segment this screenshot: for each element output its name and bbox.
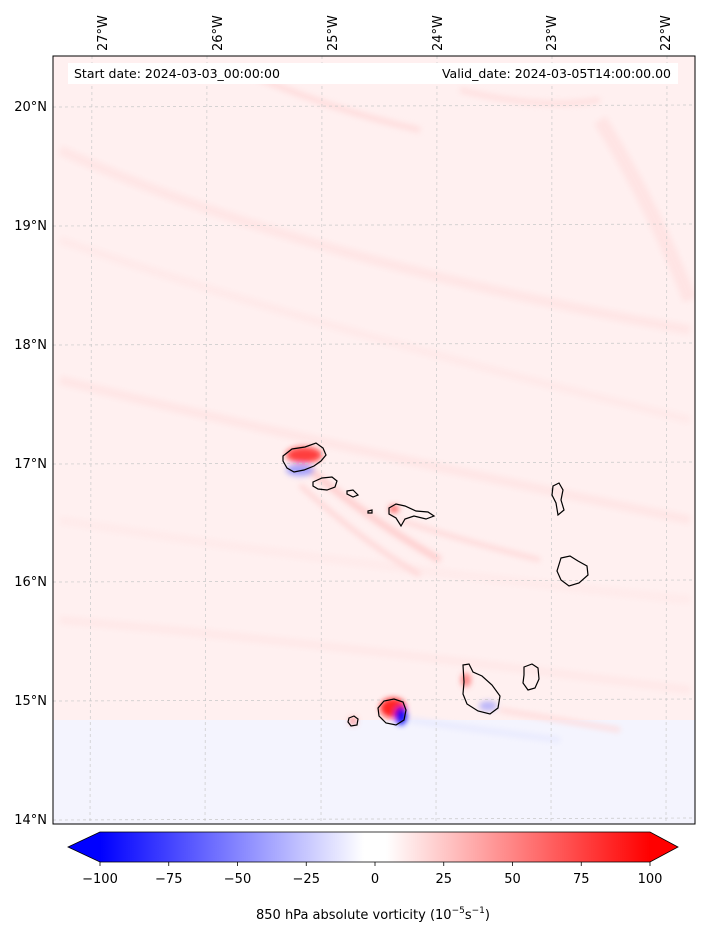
lon-label-24w: 24°W bbox=[431, 15, 446, 51]
island-santa-luzia bbox=[346, 489, 360, 498]
map-frame bbox=[52, 55, 696, 825]
island-boa-vista bbox=[556, 555, 589, 587]
valid-date-text: Valid_date: 2024-03-05T14:00:00.00 bbox=[442, 66, 671, 81]
island-branco bbox=[367, 509, 373, 514]
lat-label-17n: 17°N bbox=[14, 457, 47, 472]
lat-label-16n: 16°N bbox=[14, 575, 47, 590]
lat-label-15n: 15°N bbox=[14, 694, 47, 709]
island-maio bbox=[522, 663, 540, 691]
lon-label-27w: 27°W bbox=[96, 15, 111, 51]
colorbar-tick-label: 100 bbox=[638, 872, 663, 887]
island-sao-vicente bbox=[312, 476, 338, 491]
colorbar-extend-min bbox=[68, 832, 100, 862]
island-santo-antao bbox=[282, 442, 327, 473]
colorbar: −100 −75 −50 −25 0 25 50 75 100 850 hPa absolute… bbox=[67, 831, 679, 923]
colorbar-extend-max bbox=[650, 832, 678, 862]
lat-label-18n: 18°N bbox=[14, 338, 47, 353]
info-box bbox=[68, 63, 678, 84]
colorbar-tick-label: 0 bbox=[371, 872, 379, 887]
lon-label-25w: 25°W bbox=[326, 15, 341, 51]
map-gridlines bbox=[53, 56, 695, 824]
colorbar-tick-label: 50 bbox=[504, 872, 521, 887]
colorbar-tick-label: −100 bbox=[82, 872, 118, 887]
colorbar-tick-label: 75 bbox=[573, 872, 590, 887]
lat-label-19n: 19°N bbox=[14, 219, 47, 234]
lon-label-23w: 23°W bbox=[545, 15, 560, 51]
coastlines bbox=[282, 442, 589, 727]
lat-label-14n: 14°N bbox=[14, 813, 47, 828]
island-fogo bbox=[377, 698, 407, 726]
island-sal bbox=[551, 482, 565, 517]
vorticity-field bbox=[53, 56, 695, 824]
start-date-text: Start date: 2024-03-03_00:00:00 bbox=[74, 66, 280, 81]
lon-label-26w: 26°W bbox=[211, 15, 226, 51]
longitude-labels: 27°W 26°W 25°W 24°W 23°W 22°W bbox=[96, 15, 674, 51]
island-santiago bbox=[462, 663, 501, 715]
island-sao-nicolau bbox=[388, 503, 436, 528]
lon-label-22w: 22°W bbox=[659, 15, 674, 51]
colorbar-tick-label: 25 bbox=[435, 872, 452, 887]
island-brava bbox=[347, 715, 359, 727]
colorbar-tick-label: −25 bbox=[293, 872, 320, 887]
lat-label-20n: 20°N bbox=[14, 100, 47, 115]
colorbar-label: 850 hPa absolute vorticity (10−5s−1) bbox=[256, 906, 490, 923]
colorbar-gradient bbox=[100, 832, 650, 862]
colorbar-tick-label: −75 bbox=[155, 872, 182, 887]
latitude-labels: 20°N 19°N 18°N 17°N 16°N 15°N 14°N bbox=[14, 100, 47, 828]
colorbar-tick-label: −50 bbox=[224, 872, 251, 887]
